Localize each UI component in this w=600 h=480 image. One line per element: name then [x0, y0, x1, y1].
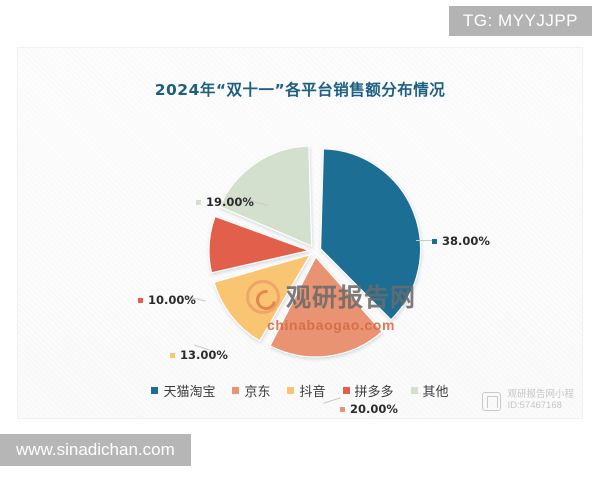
pie-slice [319, 148, 422, 321]
site-url-overlay: www.sinadichan.com [0, 434, 191, 466]
legend-label: 抖音 [299, 385, 326, 400]
wechat-miniprogram-icon [482, 391, 502, 411]
pie-label-tianmao-taobao: 38.00% [432, 234, 490, 248]
pie-slice [208, 215, 312, 274]
pie-slice [218, 145, 313, 247]
legend-label: 其他 [422, 385, 449, 400]
chart-title: 2024年“双十一”各平台销售额分布情况 [154, 81, 446, 99]
pie-label-douyin: 13.00% [170, 348, 228, 362]
pie-label-text: 20.00% [350, 402, 398, 416]
miniprogram-text: 观研报告网小程 ID:57467168 [507, 389, 574, 412]
leader-line-tianmao [416, 240, 432, 241]
pie-label-swatch [170, 352, 175, 358]
pie-label-swatch [138, 297, 143, 303]
legend-swatch [287, 387, 295, 394]
pie-slice [269, 255, 383, 358]
legend-item-3[interactable]: 抖音 [287, 381, 326, 400]
pie-label-text: 38.00% [442, 234, 490, 248]
pie-label-text: 19.00% [206, 195, 254, 209]
pie-label-jingdong: 20.00% [340, 402, 398, 416]
legend-label: 天猫淘宝 [163, 385, 216, 400]
legend-item-4[interactable]: 拼多多 [342, 381, 394, 400]
miniprogram-id: ID:57467168 [507, 400, 562, 412]
legend-swatch [232, 387, 240, 394]
legend-item-1[interactable]: 天猫淘宝 [151, 381, 215, 400]
pie-label-swatch [196, 199, 201, 205]
pie-label-qita: 19.00% [196, 195, 254, 209]
pie-label-text: 10.00% [148, 293, 196, 307]
legend-item-2[interactable]: 京东 [232, 381, 270, 400]
pie-label-swatch [432, 238, 437, 244]
pie-slice [213, 253, 312, 342]
pie-label-swatch [340, 406, 345, 412]
telegram-tag-overlay: TG: MYYJJPP [448, 6, 592, 36]
legend-label: 京东 [244, 385, 271, 400]
pie-label-pinduoduo: 10.00% [138, 293, 196, 307]
miniprogram-watermark: 观研报告网小程 ID:57467168 [482, 389, 574, 412]
pie-chart-svg [208, 145, 422, 358]
legend-swatch [342, 387, 350, 394]
miniprogram-name: 观研报告网小程 [507, 389, 574, 401]
legend-swatch [410, 387, 418, 394]
legend-label: 拼多多 [354, 385, 394, 400]
legend-item-5[interactable]: 其他 [410, 381, 449, 400]
chart-panel: 2024年“双十一”各平台销售额分布情况 38.00% 20.00% 13.00… [17, 47, 583, 419]
legend-swatch [151, 387, 159, 394]
pie-chart [193, 136, 438, 371]
chart-legend: 天猫淘宝 京东 抖音 拼多多 其他 [18, 381, 582, 400]
pie-label-text: 13.00% [180, 348, 228, 362]
